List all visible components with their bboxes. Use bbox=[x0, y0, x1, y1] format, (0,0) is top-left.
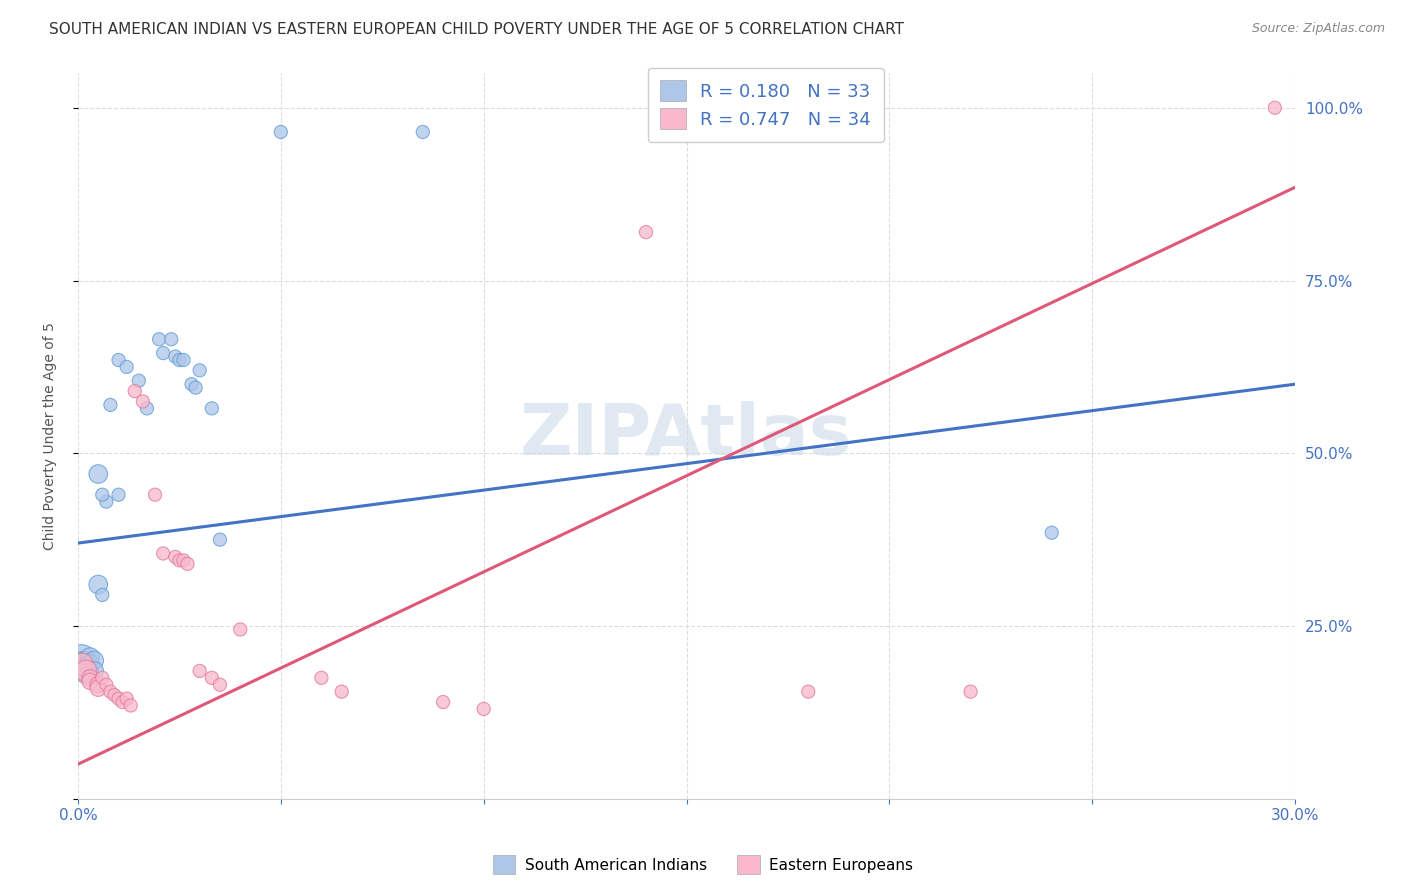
Point bbox=[959, 684, 981, 698]
Point bbox=[91, 671, 114, 685]
Y-axis label: Child Poverty Under the Age of 5: Child Poverty Under the Age of 5 bbox=[44, 322, 58, 550]
Point bbox=[172, 553, 194, 567]
Point bbox=[70, 657, 93, 671]
Point bbox=[96, 494, 118, 508]
Point bbox=[172, 353, 194, 368]
Point bbox=[160, 332, 183, 346]
Point bbox=[229, 623, 252, 637]
Point bbox=[432, 695, 454, 709]
Point bbox=[107, 488, 129, 502]
Point bbox=[87, 577, 110, 591]
Legend: South American Indians, Eastern Europeans: South American Indians, Eastern European… bbox=[486, 849, 920, 880]
Point bbox=[75, 664, 97, 678]
Point bbox=[412, 125, 434, 139]
Point bbox=[169, 553, 191, 567]
Point bbox=[79, 671, 101, 685]
Point bbox=[91, 488, 114, 502]
Text: Source: ZipAtlas.com: Source: ZipAtlas.com bbox=[1251, 22, 1385, 36]
Point bbox=[201, 401, 224, 416]
Point bbox=[128, 374, 150, 388]
Point bbox=[270, 125, 292, 139]
Point bbox=[87, 678, 110, 692]
Point bbox=[184, 381, 207, 395]
Point bbox=[100, 684, 122, 698]
Point bbox=[165, 549, 187, 564]
Point bbox=[107, 353, 129, 368]
Point bbox=[132, 394, 155, 409]
Point bbox=[103, 688, 125, 702]
Point bbox=[70, 650, 93, 665]
Point bbox=[79, 650, 101, 665]
Point bbox=[87, 467, 110, 481]
Point bbox=[188, 664, 211, 678]
Point bbox=[83, 654, 105, 668]
Point bbox=[311, 671, 333, 685]
Point bbox=[115, 691, 138, 706]
Point bbox=[188, 363, 211, 377]
Point bbox=[75, 657, 97, 671]
Point bbox=[111, 695, 134, 709]
Point bbox=[79, 657, 101, 671]
Point bbox=[208, 533, 231, 547]
Point bbox=[176, 557, 198, 571]
Point bbox=[169, 353, 191, 368]
Point bbox=[70, 657, 93, 671]
Point bbox=[152, 346, 174, 360]
Point bbox=[148, 332, 170, 346]
Point bbox=[1264, 101, 1286, 115]
Point bbox=[91, 588, 114, 602]
Point bbox=[75, 664, 97, 678]
Point bbox=[143, 488, 166, 502]
Point bbox=[107, 691, 129, 706]
Point bbox=[120, 698, 142, 713]
Point bbox=[330, 684, 353, 698]
Text: ZIPAtlas: ZIPAtlas bbox=[520, 401, 853, 470]
Point bbox=[152, 546, 174, 560]
Point bbox=[87, 681, 110, 696]
Point bbox=[180, 377, 202, 392]
Point bbox=[79, 674, 101, 689]
Point bbox=[83, 664, 105, 678]
Point bbox=[165, 350, 187, 364]
Point bbox=[634, 225, 657, 239]
Point bbox=[124, 384, 146, 398]
Point bbox=[201, 671, 224, 685]
Point bbox=[96, 678, 118, 692]
Point bbox=[136, 401, 159, 416]
Point bbox=[472, 702, 495, 716]
Point bbox=[208, 678, 231, 692]
Point bbox=[100, 398, 122, 412]
Legend: R = 0.180   N = 33, R = 0.747   N = 34: R = 0.180 N = 33, R = 0.747 N = 34 bbox=[648, 68, 883, 142]
Point bbox=[797, 684, 820, 698]
Text: SOUTH AMERICAN INDIAN VS EASTERN EUROPEAN CHILD POVERTY UNDER THE AGE OF 5 CORRE: SOUTH AMERICAN INDIAN VS EASTERN EUROPEA… bbox=[49, 22, 904, 37]
Point bbox=[1040, 525, 1063, 540]
Point bbox=[115, 359, 138, 374]
